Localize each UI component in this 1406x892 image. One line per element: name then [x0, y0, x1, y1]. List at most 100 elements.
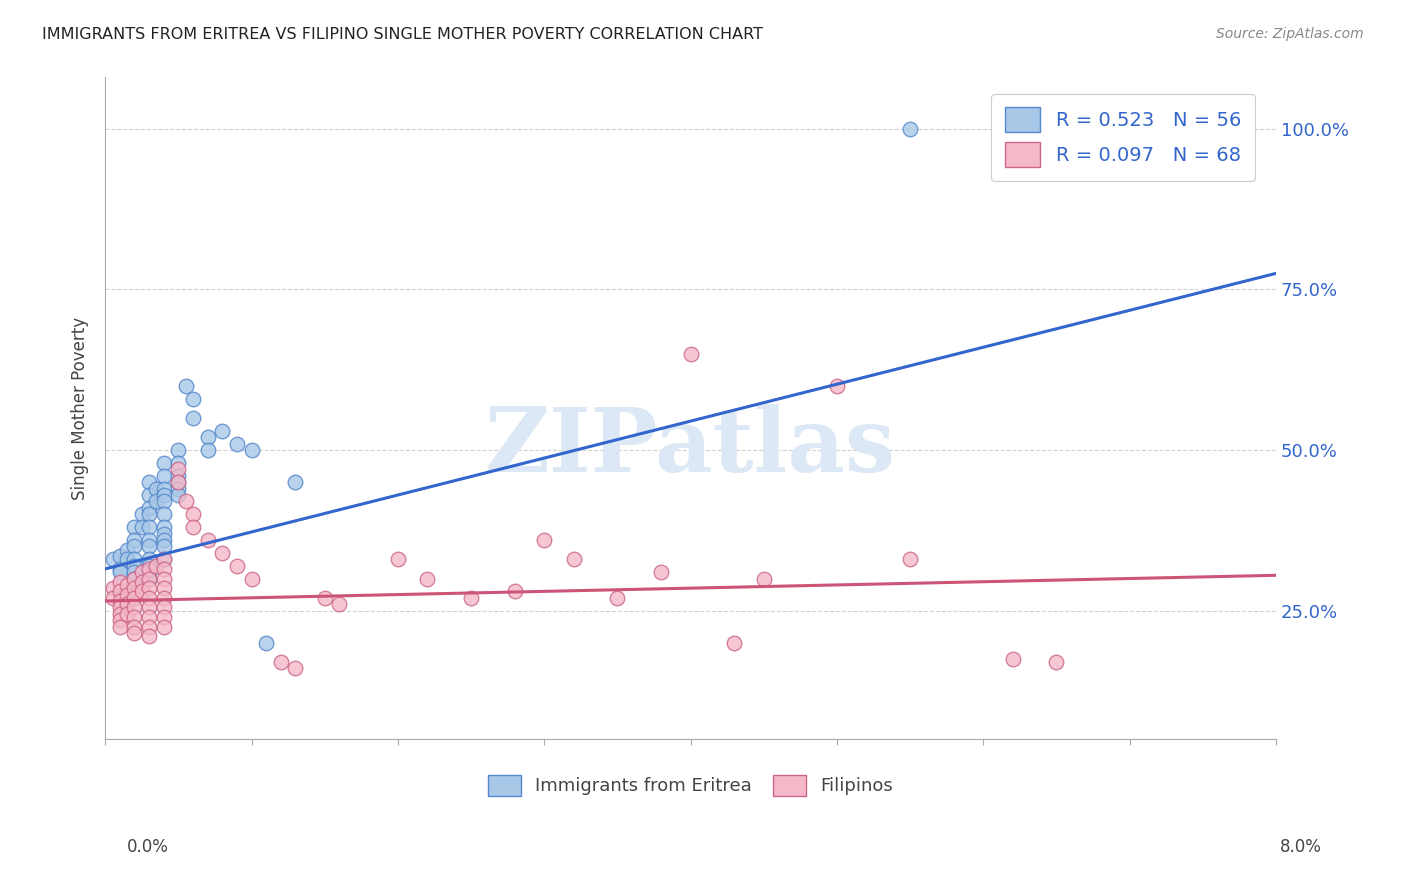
Point [270, 655, 292, 669]
Point [723, 636, 745, 650]
Point [240, 572, 263, 586]
Point [108, 620, 131, 634]
Point [152, 482, 174, 496]
Point [108, 607, 131, 621]
Point [226, 558, 249, 573]
Point [115, 597, 138, 611]
Point [101, 552, 124, 566]
Point [152, 468, 174, 483]
Point [138, 600, 160, 615]
Point [240, 443, 263, 458]
Point [124, 572, 146, 586]
Point [152, 562, 174, 576]
Point [108, 600, 131, 615]
Point [124, 620, 146, 634]
Point [503, 584, 526, 599]
Point [145, 494, 167, 508]
Point [197, 443, 219, 458]
Point [174, 379, 197, 393]
Point [1001, 652, 1024, 666]
Point [211, 546, 233, 560]
Y-axis label: Single Mother Poverty: Single Mother Poverty [72, 317, 89, 500]
Point [533, 533, 555, 547]
Point [145, 558, 167, 573]
Point [138, 581, 160, 595]
Point [115, 607, 138, 621]
Point [181, 392, 204, 406]
Point [562, 552, 585, 566]
Point [124, 565, 146, 579]
Point [152, 533, 174, 547]
Point [108, 574, 131, 589]
Point [108, 584, 131, 599]
Point [181, 508, 204, 522]
Point [108, 549, 131, 563]
Point [650, 565, 672, 579]
Point [181, 411, 204, 425]
Point [138, 620, 160, 634]
Point [124, 591, 146, 605]
Point [387, 552, 409, 566]
Point [211, 424, 233, 438]
Point [131, 565, 153, 579]
Point [138, 540, 160, 554]
Point [752, 572, 775, 586]
Point [167, 462, 190, 476]
Point [108, 613, 131, 627]
Point [152, 552, 174, 566]
Point [152, 600, 174, 615]
Text: ZIPatlas: ZIPatlas [485, 404, 896, 491]
Point [108, 562, 131, 576]
Point [152, 610, 174, 624]
Point [167, 482, 190, 496]
Point [115, 542, 138, 557]
Point [460, 591, 482, 605]
Text: Source: ZipAtlas.com: Source: ZipAtlas.com [1216, 27, 1364, 41]
Point [145, 482, 167, 496]
Point [138, 475, 160, 490]
Point [131, 574, 153, 589]
Point [124, 520, 146, 534]
Point [138, 533, 160, 547]
Point [167, 468, 190, 483]
Point [226, 436, 249, 450]
Point [284, 475, 307, 490]
Point [152, 494, 174, 508]
Point [181, 520, 204, 534]
Point [124, 581, 146, 595]
Point [124, 558, 146, 573]
Point [1045, 655, 1067, 669]
Point [167, 475, 190, 490]
Point [284, 661, 307, 675]
Point [328, 597, 350, 611]
Point [197, 533, 219, 547]
Point [108, 594, 131, 608]
Point [152, 620, 174, 634]
Point [174, 494, 197, 508]
Point [152, 526, 174, 541]
Point [152, 591, 174, 605]
Text: 0.0%: 0.0% [127, 838, 169, 856]
Point [167, 456, 190, 470]
Point [898, 552, 921, 566]
Point [108, 565, 131, 579]
Point [138, 562, 160, 576]
Point [131, 520, 153, 534]
Point [124, 572, 146, 586]
Point [152, 581, 174, 595]
Point [416, 572, 439, 586]
Legend: Immigrants from Eritrea, Filipinos: Immigrants from Eritrea, Filipinos [481, 768, 900, 803]
Point [152, 488, 174, 502]
Point [138, 591, 160, 605]
Point [124, 626, 146, 640]
Point [138, 629, 160, 643]
Point [115, 588, 138, 602]
Point [152, 520, 174, 534]
Point [138, 610, 160, 624]
Point [152, 552, 174, 566]
Point [167, 443, 190, 458]
Point [101, 591, 124, 605]
Point [101, 581, 124, 595]
Point [314, 591, 336, 605]
Point [254, 636, 277, 650]
